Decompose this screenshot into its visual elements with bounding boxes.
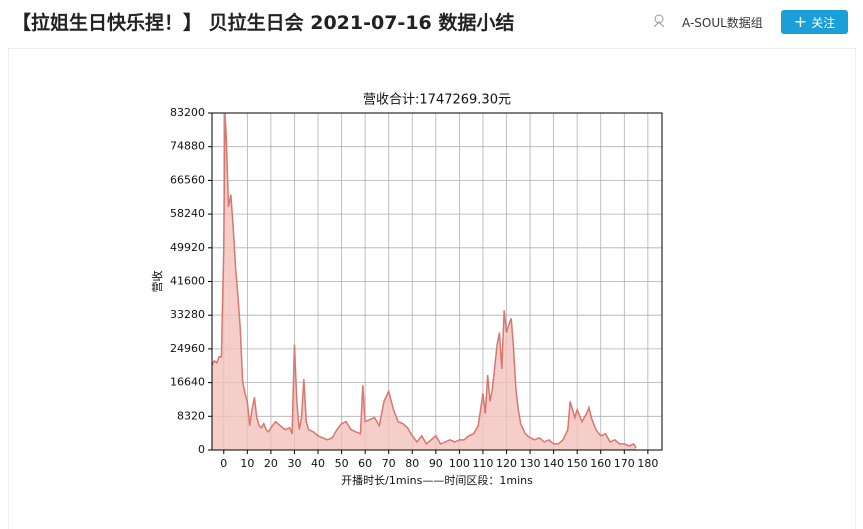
x-tick-label: 60	[358, 457, 372, 470]
content-card	[8, 48, 856, 529]
x-tick-label: 0	[220, 457, 227, 470]
y-tick-label: 41600	[170, 275, 205, 288]
x-axis-label: 开播时长/1mins——时间区段：1mins	[341, 473, 533, 487]
y-tick-label: 66560	[170, 173, 205, 186]
y-tick-label: 83200	[170, 106, 205, 119]
y-tick-label: 8320	[177, 409, 205, 422]
author-name[interactable]: A-SOUL数据组	[682, 16, 763, 30]
x-tick-label: 120	[496, 457, 517, 470]
y-tick-label: 24960	[170, 342, 205, 355]
y-tick-label: 16640	[170, 376, 205, 389]
area-line	[211, 112, 637, 449]
x-tick-label: 130	[520, 457, 541, 470]
follow-button[interactable]: + 关注	[781, 10, 848, 34]
x-tick-label: 80	[405, 457, 419, 470]
x-tick-label: 90	[429, 457, 443, 470]
x-tick-label: 10	[240, 457, 254, 470]
y-tick-label: 58240	[170, 207, 205, 220]
x-tick-label: 40	[311, 457, 325, 470]
x-tick-label: 30	[287, 457, 301, 470]
x-tick-label: 140	[543, 457, 564, 470]
article-title: 【拉姐生日快乐捏！】 贝拉生日会 2021-07-16 数据小结	[12, 12, 515, 34]
y-tick-label: 74880	[170, 140, 205, 153]
x-tick-label: 170	[614, 457, 635, 470]
x-tick-label: 70	[382, 457, 396, 470]
author-icon	[653, 14, 665, 28]
x-tick-label: 150	[567, 457, 588, 470]
chart-title: 营收合计:1747269.30元	[363, 93, 511, 108]
y-tick-label: 49920	[170, 241, 205, 254]
x-tick-label: 160	[590, 457, 611, 470]
plot-frame	[211, 112, 663, 451]
x-tick-label: 180	[637, 457, 658, 470]
y-tick-label: 33280	[170, 308, 205, 321]
y-tick-label: 0	[198, 443, 205, 456]
x-tick-label: 50	[335, 457, 349, 470]
x-tick-label: 20	[264, 457, 278, 470]
area-fill	[212, 113, 637, 450]
x-tick-label: 110	[472, 457, 493, 470]
x-tick-label: 100	[449, 457, 470, 470]
y-axis-label: 营收	[150, 271, 164, 293]
follow-label: 关注	[811, 15, 836, 30]
